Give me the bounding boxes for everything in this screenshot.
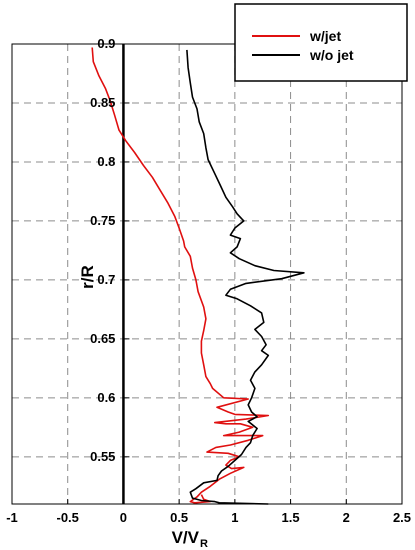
y-tick-label: 0.8 [97, 154, 115, 169]
legend: w/jet w/o jet [234, 3, 408, 82]
x-tick-label: 0.5 [170, 510, 188, 525]
x-tick-label: 2 [343, 510, 350, 525]
legend-label-w-jet: w/jet [309, 28, 341, 44]
x-tick-label: 1 [231, 510, 238, 525]
x-axis-label-subscript: R [200, 538, 208, 550]
y-tick-label: 0.7 [97, 272, 115, 287]
x-tick-label: 0 [120, 510, 127, 525]
x-tick-label: -1 [6, 510, 18, 525]
x-tick-label: 1.5 [282, 510, 300, 525]
series-lines [91, 47, 305, 505]
y-tick-labels: 0.55 0.6 0.65 0.7 0.75 0.8 0.85 0.9 [90, 36, 130, 464]
grid-lines [12, 44, 402, 504]
x-axis-label: V/V [172, 528, 200, 547]
x-axis-title: V/V R [172, 528, 208, 550]
y-axis-label: r/R [78, 265, 97, 289]
legend-label-w-o-jet: w/o jet [309, 47, 354, 63]
y-tick-label: 0.75 [90, 213, 115, 228]
series-line-w-o-jet [186, 49, 305, 505]
x-tick-label: -0.5 [57, 510, 79, 525]
y-tick-label: 0.65 [90, 331, 115, 346]
plot-frame [11, 43, 403, 505]
y-tick-label: 0.85 [90, 95, 115, 110]
y-tick-label: 0.9 [97, 36, 115, 51]
series-line-w-jet [91, 47, 270, 504]
legend-box [234, 3, 408, 82]
y-tick-label: 0.6 [97, 390, 115, 405]
x-tick-labels: -1 -0.5 0 0.5 1 1.5 2 2.5 [6, 499, 411, 525]
y-tick-label: 0.55 [90, 449, 115, 464]
x-tick-label: 2.5 [393, 510, 411, 525]
